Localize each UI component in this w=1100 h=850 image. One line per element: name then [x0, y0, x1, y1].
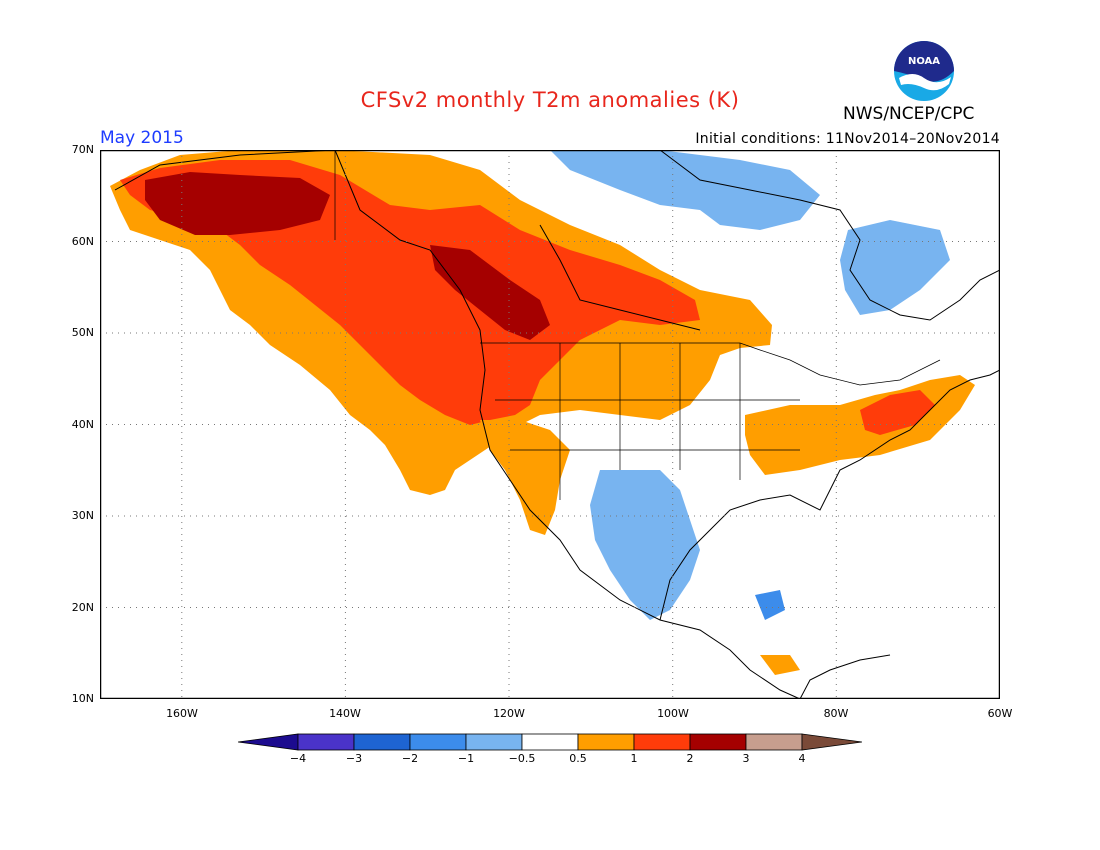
lat-label: 70N — [71, 143, 94, 156]
warm-region-bc-strong — [430, 245, 550, 340]
lon-label: 80W — [823, 707, 849, 720]
colorbar-cell — [297, 733, 355, 751]
colorbar-cell — [577, 733, 635, 751]
cool-region-quebec — [840, 220, 950, 315]
lat-label: 60N — [71, 235, 94, 248]
anomaly-map — [100, 150, 1000, 699]
colorbar-cell — [409, 733, 467, 751]
map-border — [100, 150, 1000, 699]
colorbar-cell — [353, 733, 411, 751]
colorbar-tick-label: −0.5 — [508, 752, 536, 765]
colorbar-cell — [689, 733, 747, 751]
colorbar-cell — [521, 733, 579, 751]
colorbar — [238, 733, 862, 751]
agency-label: NWS/NCEP/CPC — [843, 104, 975, 124]
colorbar-arrow-high — [801, 733, 862, 751]
colorbar-tick-label: 4 — [798, 752, 806, 765]
warm-region-southwest — [480, 420, 570, 535]
lon-label: 140W — [329, 707, 361, 720]
lat-label: 10N — [71, 692, 94, 705]
warm-region-alaska-strong — [145, 172, 330, 235]
lon-label: 160W — [166, 707, 198, 720]
colorbar-tick-label: 2 — [686, 752, 694, 765]
lon-label: 60W — [987, 707, 1013, 720]
lat-label: 30N — [71, 509, 94, 522]
colorbar-tick-label: −3 — [345, 752, 363, 765]
colorbar-cell — [633, 733, 691, 751]
colorbar-cell — [465, 733, 523, 751]
anomaly-field-warm — [110, 150, 975, 675]
map-title: CFSv2 monthly T2m anomalies (K) — [360, 88, 740, 112]
boundaries — [334, 150, 941, 500]
warm-region-central-america — [760, 655, 800, 675]
noaa-logo: NOAA — [894, 41, 954, 101]
cool-region-caribbean — [755, 590, 785, 620]
lon-label: 120W — [493, 707, 525, 720]
colorbar-tick-label: 1 — [630, 752, 638, 765]
coastlines — [114, 150, 1000, 699]
lat-label: 50N — [71, 326, 94, 339]
colorbar-tick-label: −4 — [289, 752, 307, 765]
colorbar-tick-label: 0.5 — [569, 752, 587, 765]
colorbar-arrow-low — [238, 733, 299, 751]
graticule — [100, 150, 1000, 699]
colorbar-tick-label: 3 — [742, 752, 750, 765]
colorbar-tick-label: −1 — [457, 752, 475, 765]
valid-month-label: May 2015 — [100, 128, 184, 148]
initial-conditions-label: Initial conditions: 11Nov2014–20Nov2014 — [695, 131, 1000, 147]
colorbar-tick-label: −2 — [401, 752, 419, 765]
colorbar-cell — [745, 733, 803, 751]
lat-label: 40N — [71, 418, 94, 431]
lat-label: 20N — [71, 601, 94, 614]
noaa-logo-text: NOAA — [908, 56, 940, 67]
cool-region-arctic — [550, 150, 820, 230]
lon-label: 100W — [657, 707, 689, 720]
